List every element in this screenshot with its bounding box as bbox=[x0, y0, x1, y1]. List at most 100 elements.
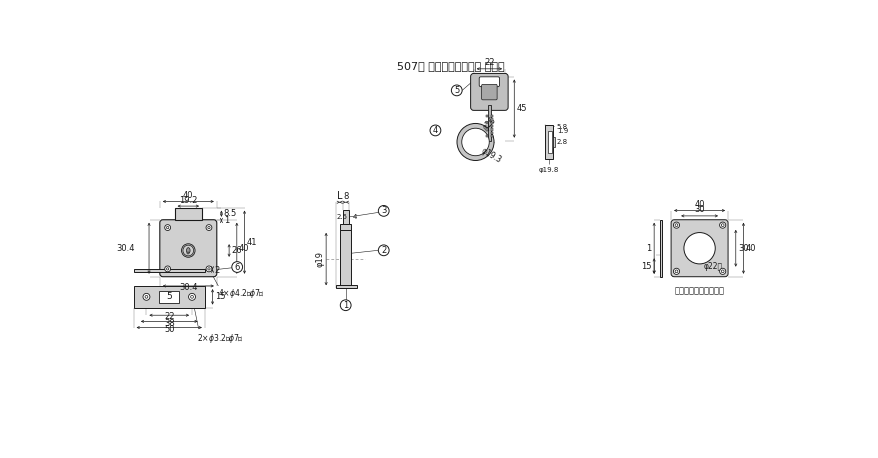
Text: 40: 40 bbox=[183, 191, 193, 200]
Circle shape bbox=[683, 233, 715, 264]
Circle shape bbox=[205, 266, 212, 272]
Bar bbox=[340, 230, 351, 288]
Circle shape bbox=[191, 295, 193, 298]
Text: 5: 5 bbox=[166, 292, 172, 301]
Text: 30: 30 bbox=[738, 244, 748, 253]
Bar bbox=[336, 285, 356, 288]
FancyBboxPatch shape bbox=[670, 220, 727, 277]
Text: 22: 22 bbox=[164, 312, 175, 322]
Text: 1.9: 1.9 bbox=[557, 128, 567, 134]
Text: 2: 2 bbox=[381, 246, 386, 255]
Bar bbox=[490, 122, 493, 124]
Text: 30: 30 bbox=[694, 205, 704, 214]
Bar bbox=[490, 119, 493, 121]
Bar bbox=[187, 252, 189, 254]
Bar bbox=[486, 128, 487, 131]
Text: φ19: φ19 bbox=[315, 251, 324, 267]
Text: φ26: φ26 bbox=[480, 115, 497, 132]
Circle shape bbox=[189, 294, 195, 300]
Circle shape bbox=[451, 85, 462, 96]
Text: 19.2: 19.2 bbox=[179, 196, 198, 205]
Text: 30.4: 30.4 bbox=[117, 244, 135, 253]
Text: φ19.8: φ19.8 bbox=[538, 167, 558, 173]
Bar bbox=[490, 115, 493, 117]
Circle shape bbox=[429, 125, 441, 136]
Circle shape bbox=[166, 268, 169, 270]
Bar bbox=[490, 125, 493, 127]
FancyBboxPatch shape bbox=[479, 77, 499, 87]
Text: 45: 45 bbox=[516, 104, 527, 113]
Circle shape bbox=[674, 224, 677, 227]
Bar bbox=[133, 286, 205, 307]
Circle shape bbox=[145, 295, 148, 298]
Bar bbox=[544, 125, 552, 159]
Bar bbox=[175, 207, 202, 220]
Text: 5.8: 5.8 bbox=[557, 124, 567, 130]
Text: L: L bbox=[336, 191, 342, 201]
Text: 15: 15 bbox=[214, 292, 225, 301]
Text: 1: 1 bbox=[342, 301, 348, 310]
Bar bbox=[486, 122, 487, 124]
Text: 2: 2 bbox=[214, 267, 220, 275]
Bar bbox=[133, 269, 205, 273]
Text: 2×$\phi$3.2穴$\phi$7皿: 2×$\phi$3.2穴$\phi$7皿 bbox=[197, 332, 244, 345]
Circle shape bbox=[457, 124, 493, 160]
Circle shape bbox=[719, 222, 725, 228]
Circle shape bbox=[378, 245, 389, 256]
Circle shape bbox=[721, 224, 723, 227]
Text: 22: 22 bbox=[484, 58, 494, 67]
Bar bbox=[340, 224, 351, 230]
Text: 40: 40 bbox=[239, 244, 249, 253]
Text: 41: 41 bbox=[247, 238, 257, 247]
Text: 1: 1 bbox=[224, 216, 228, 225]
Circle shape bbox=[205, 224, 212, 230]
Bar bbox=[490, 131, 493, 134]
Circle shape bbox=[378, 206, 389, 216]
Text: 40: 40 bbox=[745, 244, 755, 253]
Bar bbox=[486, 115, 487, 117]
Circle shape bbox=[207, 226, 210, 229]
Bar bbox=[342, 210, 349, 224]
Text: 507型 面付シリンダー鍵 寸法図: 507型 面付シリンダー鍵 寸法図 bbox=[397, 61, 504, 71]
Circle shape bbox=[721, 270, 723, 273]
FancyBboxPatch shape bbox=[160, 220, 217, 277]
Text: 50: 50 bbox=[164, 325, 175, 334]
Circle shape bbox=[673, 222, 679, 228]
Circle shape bbox=[207, 268, 210, 270]
Text: 5: 5 bbox=[454, 86, 459, 95]
Circle shape bbox=[673, 268, 679, 274]
Bar bbox=[490, 128, 493, 131]
Circle shape bbox=[719, 268, 725, 274]
Bar bbox=[490, 135, 493, 137]
Text: 15: 15 bbox=[641, 262, 651, 271]
FancyBboxPatch shape bbox=[481, 84, 497, 100]
Text: 2.5: 2.5 bbox=[336, 214, 347, 220]
Ellipse shape bbox=[186, 248, 190, 253]
Text: 4×$\phi$4.2穴$\phi$7皿: 4×$\phi$4.2穴$\phi$7皿 bbox=[218, 288, 265, 300]
Bar bbox=[552, 137, 554, 147]
Circle shape bbox=[232, 262, 242, 273]
Text: φ19.3: φ19.3 bbox=[479, 146, 502, 165]
Circle shape bbox=[182, 244, 195, 257]
Circle shape bbox=[143, 294, 150, 300]
Text: 26: 26 bbox=[231, 246, 241, 255]
Text: 30.4: 30.4 bbox=[179, 283, 198, 292]
Circle shape bbox=[164, 266, 170, 272]
Circle shape bbox=[166, 226, 169, 229]
Text: 40: 40 bbox=[694, 200, 704, 209]
Circle shape bbox=[164, 224, 170, 230]
Circle shape bbox=[674, 270, 677, 273]
Text: 3: 3 bbox=[380, 207, 386, 215]
Circle shape bbox=[183, 245, 193, 256]
Text: 38: 38 bbox=[163, 319, 175, 327]
Text: 8.5: 8.5 bbox=[224, 209, 237, 218]
Circle shape bbox=[340, 300, 350, 311]
Text: 2.8: 2.8 bbox=[557, 139, 567, 145]
Bar bbox=[659, 220, 662, 277]
Text: スペーサー（別売品）: スペーサー（別売品） bbox=[674, 286, 724, 295]
Text: 4: 4 bbox=[432, 126, 437, 135]
Text: 1: 1 bbox=[646, 244, 651, 253]
Text: 6: 6 bbox=[234, 262, 240, 272]
Text: φ22穴: φ22穴 bbox=[702, 262, 722, 271]
Bar bbox=[487, 105, 490, 141]
